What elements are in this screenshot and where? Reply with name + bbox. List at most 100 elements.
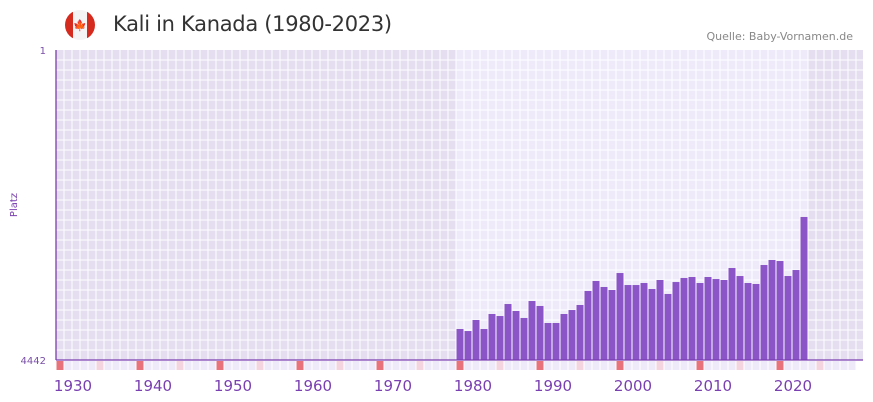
- year-marker: [128, 361, 136, 370]
- year-marker: [408, 361, 416, 370]
- bar-2004: [648, 289, 656, 360]
- bar-2000: [616, 273, 624, 360]
- year-marker: [552, 361, 560, 370]
- bar-2011: [704, 277, 712, 360]
- year-marker: [416, 361, 424, 370]
- year-marker: [320, 361, 328, 370]
- year-marker: [832, 361, 840, 370]
- year-marker: [608, 361, 616, 370]
- year-marker: [192, 361, 200, 370]
- year-marker: [544, 361, 552, 370]
- bar-1997: [592, 280, 600, 360]
- year-marker: [512, 361, 520, 370]
- year-marker: [232, 361, 240, 370]
- year-marker: [744, 361, 752, 370]
- year-marker: [272, 361, 280, 370]
- year-marker: [560, 361, 568, 370]
- bar-2018: [760, 264, 768, 360]
- year-marker: [280, 361, 288, 370]
- year-marker: [344, 361, 352, 370]
- year-marker: [72, 361, 80, 370]
- year-marker: [664, 361, 672, 370]
- year-marker: [536, 361, 544, 370]
- x-tick-label: 1940: [134, 377, 172, 395]
- y-tick-label: 4442: [21, 356, 46, 367]
- year-marker: [448, 361, 456, 370]
- year-marker: [376, 361, 384, 370]
- bar-1998: [600, 286, 608, 360]
- year-marker: [816, 361, 824, 370]
- year-marker: [392, 361, 400, 370]
- year-marker: [576, 361, 584, 370]
- year-marker: [120, 361, 128, 370]
- year-marker: [296, 361, 304, 370]
- year-marker: [824, 361, 832, 370]
- source-link[interactable]: Quelle: Baby-Vornamen.de: [706, 30, 853, 43]
- x-tick-label: 1980: [454, 377, 492, 395]
- bar-1992: [552, 323, 560, 360]
- x-tick-label: 1970: [374, 377, 412, 395]
- year-marker: [384, 361, 392, 370]
- year-marker: [504, 361, 512, 370]
- year-marker: [488, 361, 496, 370]
- year-marker: [288, 361, 296, 370]
- bar-2002: [632, 285, 640, 360]
- bar-1990: [536, 305, 544, 360]
- bar-1996: [584, 290, 592, 360]
- bar-2010: [696, 283, 704, 360]
- bar-1993: [560, 313, 568, 360]
- x-tick-label: 1950: [214, 377, 252, 395]
- year-marker: [584, 361, 592, 370]
- bar-1982: [472, 320, 480, 360]
- bar-1985: [496, 316, 504, 360]
- bar-2014: [728, 267, 736, 360]
- x-tick-label: 1990: [534, 377, 572, 395]
- year-marker: [672, 361, 680, 370]
- bar-1988: [520, 317, 528, 360]
- year-marker: [528, 361, 536, 370]
- year-marker: [184, 361, 192, 370]
- bar-2007: [672, 282, 680, 360]
- year-marker: [96, 361, 104, 370]
- bar-2005: [656, 280, 664, 360]
- year-marker: [600, 361, 608, 370]
- bar-2019: [768, 259, 776, 360]
- bar-2017: [752, 283, 760, 360]
- year-marker: [224, 361, 232, 370]
- year-marker: [88, 361, 96, 370]
- year-marker: [200, 361, 208, 370]
- bar-2016: [744, 283, 752, 360]
- year-marker: [840, 361, 848, 370]
- year-marker: [400, 361, 408, 370]
- year-marker: [264, 361, 272, 370]
- x-tick-label: 1960: [294, 377, 332, 395]
- x-tick-label: 2010: [694, 377, 732, 395]
- year-marker: [336, 361, 344, 370]
- year-marker: [104, 361, 112, 370]
- year-marker: [352, 361, 360, 370]
- year-marker: [144, 361, 152, 370]
- bar-2003: [640, 283, 648, 360]
- bar-1999: [608, 289, 616, 360]
- year-marker: [616, 361, 624, 370]
- year-marker: [136, 361, 144, 370]
- bar-1984: [488, 313, 496, 360]
- year-marker: [520, 361, 528, 370]
- bar-1980: [456, 329, 464, 360]
- x-tick-label: 2020: [774, 377, 812, 395]
- bar-2006: [664, 293, 672, 360]
- year-marker: [256, 361, 264, 370]
- bar-1981: [464, 331, 472, 360]
- year-marker: [496, 361, 504, 370]
- year-marker: [328, 361, 336, 370]
- bar-2009: [688, 277, 696, 360]
- bar-2008: [680, 277, 688, 360]
- year-marker: [624, 361, 632, 370]
- bar-2022: [792, 270, 800, 360]
- year-marker: [80, 361, 88, 370]
- year-marker: [480, 361, 488, 370]
- bar-1989: [528, 301, 536, 360]
- year-marker: [808, 361, 816, 370]
- year-marker: [696, 361, 704, 370]
